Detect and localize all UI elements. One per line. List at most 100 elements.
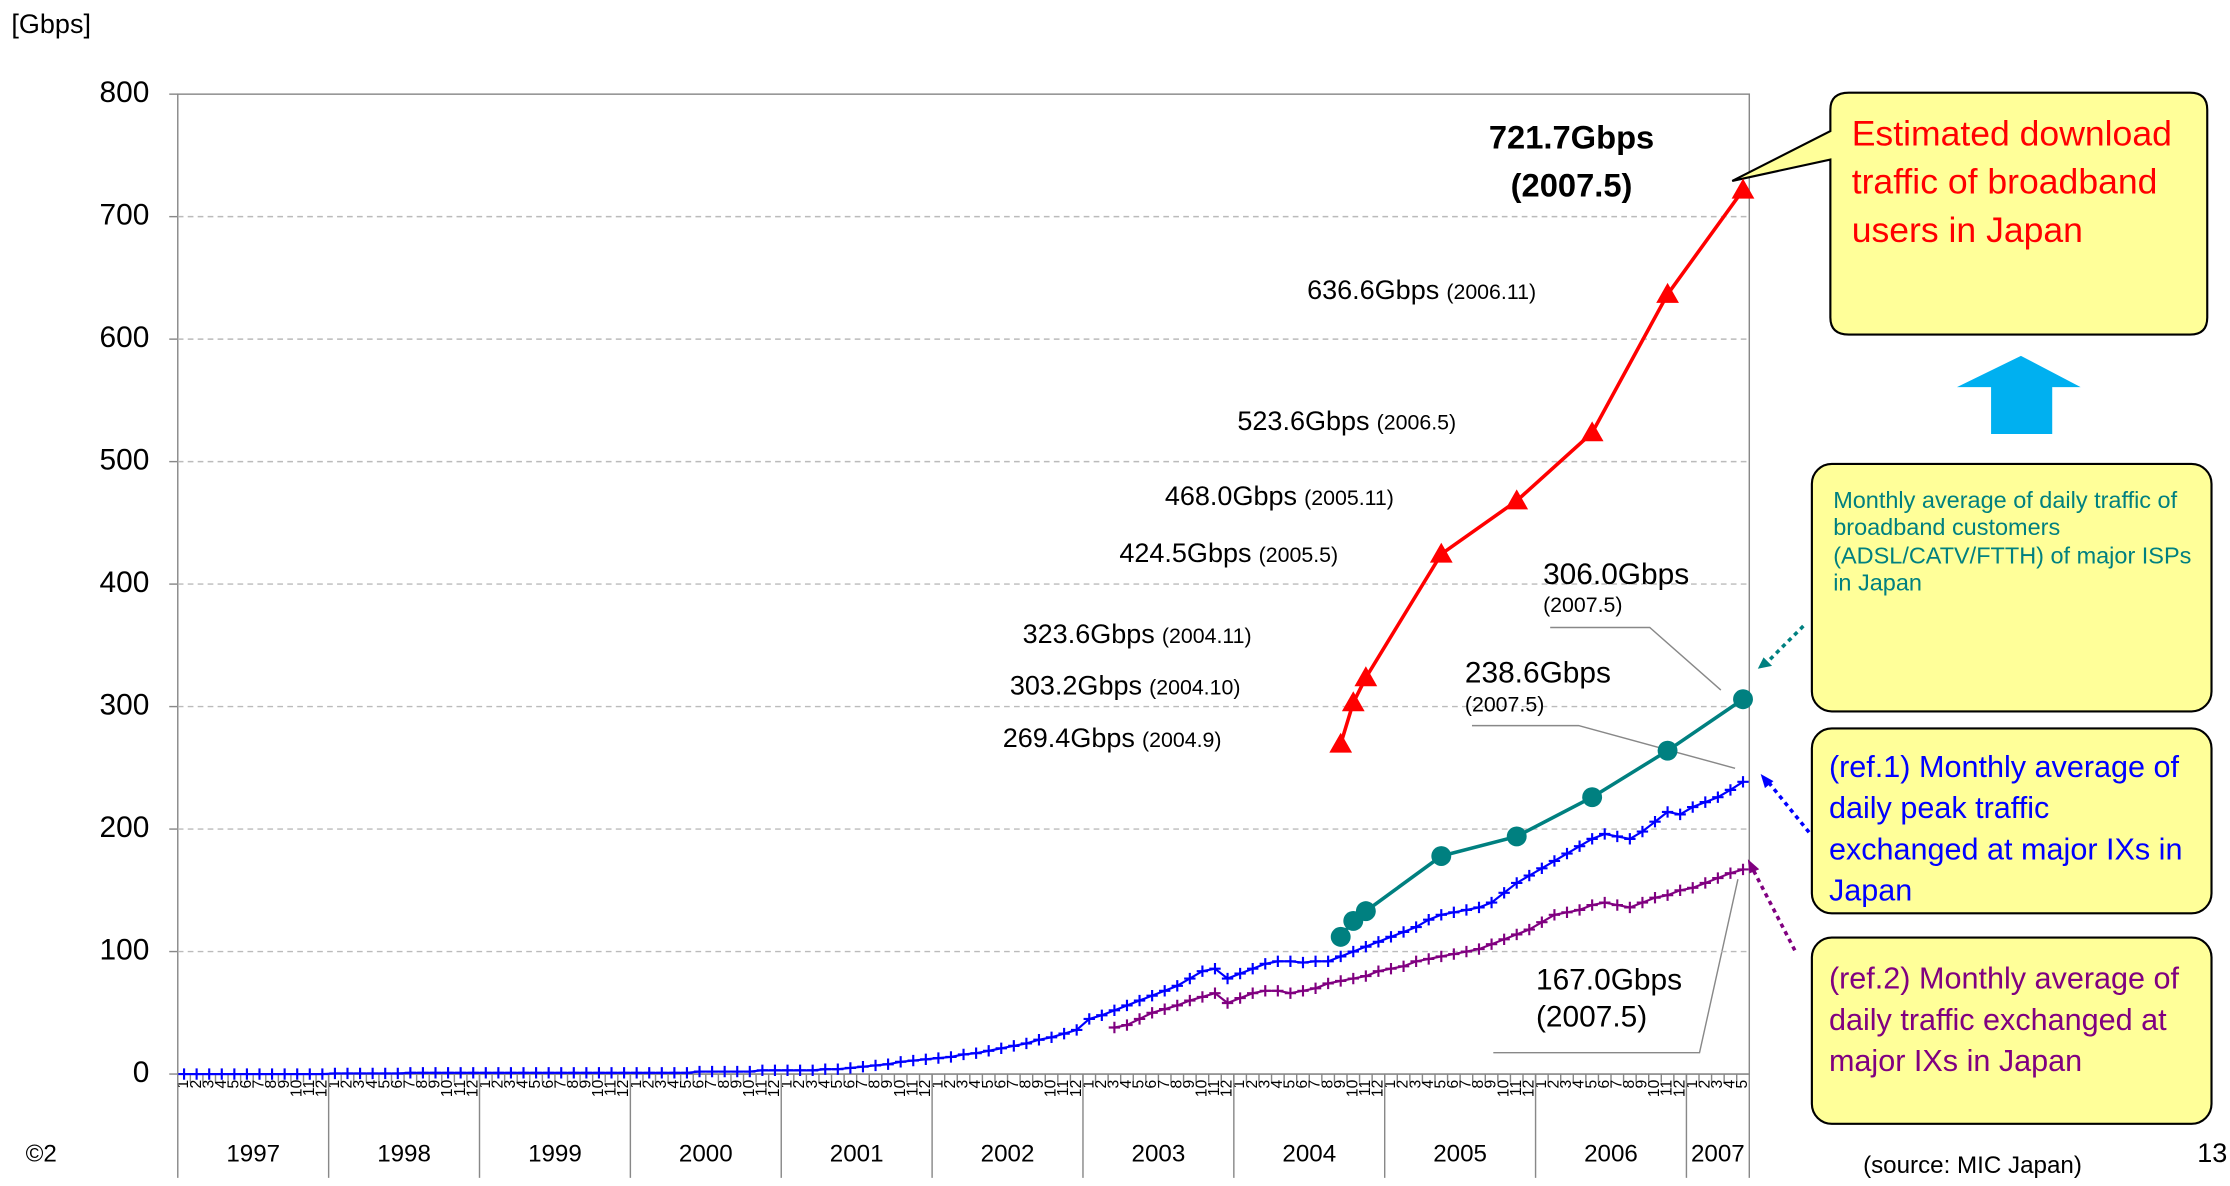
x-tick-label: 1: [1231, 1080, 1248, 1089]
plus-marker: [1586, 899, 1598, 911]
plus-marker: [1171, 999, 1183, 1012]
plus-marker: [228, 1068, 241, 1080]
plus-marker: [1385, 931, 1397, 943]
plus-marker: [970, 1047, 982, 1059]
x-tick-label: 2: [1244, 1080, 1261, 1089]
end-date: (2007.5): [1465, 692, 1544, 716]
x-tick-label: 8: [716, 1079, 733, 1088]
x-tick-label: 7: [1156, 1080, 1173, 1089]
date-label: (2005.11): [1304, 486, 1394, 510]
plus-marker: [1159, 985, 1171, 997]
x-tick-label: 5: [829, 1079, 846, 1088]
y-tick-label: 800: [100, 76, 150, 109]
plus-marker: [1297, 985, 1309, 997]
x-tick-label: 2: [640, 1080, 657, 1089]
plus-marker: [1599, 828, 1611, 840]
x-tick-label: 1: [1684, 1080, 1701, 1089]
plus-marker: [1335, 950, 1347, 963]
plus-marker: [1523, 869, 1535, 882]
triangle-marker: [1329, 732, 1353, 753]
x-tick-label: 7: [1005, 1080, 1022, 1089]
plus-marker: [304, 1068, 316, 1080]
x-tick-label: 8: [867, 1079, 884, 1088]
plus-marker: [316, 1068, 329, 1080]
plus-marker: [1058, 1027, 1070, 1040]
x-tick-label: 10: [741, 1079, 758, 1097]
plus-marker: [1485, 938, 1498, 950]
plus-marker: [1121, 1019, 1133, 1031]
plus-marker: [1548, 909, 1561, 921]
x-tick-label: 5: [980, 1079, 997, 1088]
x-tick-label: 4: [1571, 1079, 1588, 1088]
plus-marker: [1410, 955, 1422, 968]
year-label: 2000: [679, 1141, 733, 1168]
pointer-head: [1747, 859, 1760, 874]
plus-marker: [366, 1067, 379, 1080]
plus-marker: [693, 1065, 706, 1078]
x-tick-label: 9: [1483, 1080, 1500, 1089]
x-tick-label: 4: [515, 1079, 532, 1088]
x-tick-label: 4: [364, 1079, 381, 1088]
x-tick-label: 12: [1520, 1080, 1537, 1097]
triangle-marker: [1505, 489, 1529, 510]
plus-marker: [1724, 867, 1737, 879]
x-tick-label: 9: [577, 1080, 594, 1089]
x-tick-label: 4: [1722, 1079, 1739, 1088]
plus-marker: [1435, 909, 1447, 921]
x-tick-label: 11: [1508, 1080, 1525, 1096]
plus-marker: [1209, 987, 1221, 999]
plus-marker: [1712, 791, 1724, 803]
plus-marker: [731, 1065, 743, 1078]
plus-marker: [1498, 887, 1510, 899]
x-tick-label: 2: [1093, 1080, 1110, 1089]
x-tick-label: 11: [1357, 1080, 1374, 1096]
callout-box: [1731, 91, 2209, 336]
plus-marker: [982, 1045, 995, 1057]
x-tick-label: 2: [791, 1080, 808, 1089]
plus-marker: [291, 1068, 303, 1080]
x-tick-label: 1: [175, 1080, 192, 1089]
x-tick-label: 1: [779, 1080, 796, 1089]
x-tick-label: 5: [1734, 1079, 1751, 1088]
plus-marker: [681, 1067, 693, 1079]
x-tick-label: 6: [1143, 1080, 1160, 1089]
x-tick-label: 6: [842, 1080, 859, 1089]
plus-marker: [429, 1067, 442, 1079]
plus-marker: [1511, 928, 1523, 941]
plus-marker: [819, 1063, 831, 1075]
y-tick-label: 600: [100, 321, 150, 354]
plus-marker: [1397, 960, 1410, 972]
year-label: 2004: [1282, 1141, 1336, 1168]
plus-marker: [1485, 896, 1498, 909]
x-tick-label: 10: [1646, 1079, 1663, 1097]
circle-marker: [1582, 787, 1603, 808]
x-tick-label: 12: [766, 1080, 783, 1097]
x-tick-label: 10: [1344, 1079, 1361, 1097]
x-tick-label: 5: [225, 1079, 242, 1088]
end-label: 306.0Gbps: [1543, 558, 1689, 591]
plus-marker: [932, 1052, 945, 1064]
plus-marker: [1259, 985, 1271, 997]
plus-marker: [1108, 1004, 1121, 1017]
plus-marker: [1448, 906, 1460, 919]
plus-marker: [1624, 833, 1636, 845]
plus-marker: [1372, 965, 1385, 977]
legend-label: (ref.2) Monthly average of daily traffic…: [1828, 961, 2180, 1079]
x-tick-label: 10: [892, 1079, 909, 1097]
plus-marker: [442, 1067, 454, 1079]
y-tick-label: 0: [133, 1056, 150, 1089]
plus-marker: [1347, 972, 1359, 985]
plus-marker: [806, 1064, 819, 1077]
pointer: [1750, 867, 1797, 952]
x-tick-label: 3: [1407, 1080, 1424, 1089]
plus-marker: [1020, 1037, 1033, 1050]
legend-text: Monthly average of daily traffic of broa…: [1833, 488, 2191, 597]
plus-marker: [756, 1064, 769, 1077]
x-tick-label: 5: [376, 1079, 393, 1088]
plus-marker: [1448, 948, 1460, 960]
circle-marker: [1506, 826, 1527, 847]
x-tick-label: 11: [1055, 1080, 1072, 1096]
plus-marker: [1548, 855, 1561, 867]
x-tick-label: 2: [1696, 1080, 1713, 1089]
circle-marker: [1733, 689, 1753, 710]
